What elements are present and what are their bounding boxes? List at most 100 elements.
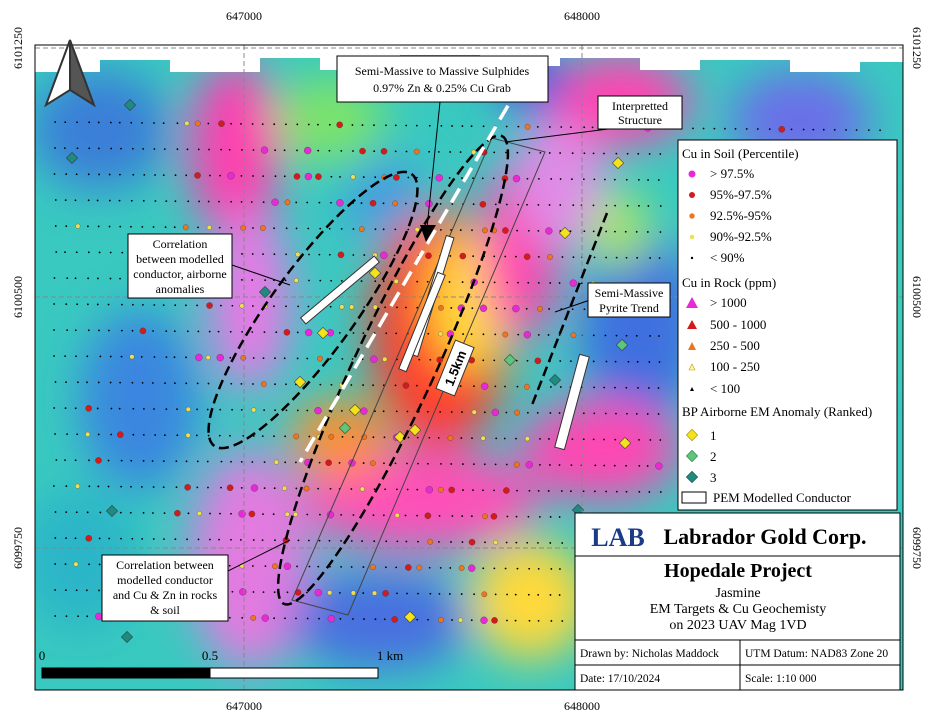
sample-point xyxy=(558,516,561,518)
sample-point xyxy=(549,386,552,388)
sample-point xyxy=(545,227,553,235)
sample-point xyxy=(462,489,464,491)
sample-point xyxy=(186,538,188,541)
sample-point xyxy=(472,255,475,258)
sample-point xyxy=(558,282,561,284)
sample-point xyxy=(229,330,232,333)
sample-point xyxy=(561,620,564,622)
sample-point xyxy=(327,590,333,596)
sample-point xyxy=(659,205,662,207)
sample-point xyxy=(605,490,608,493)
sample-point xyxy=(516,489,518,492)
scale-text: Scale: 1:10 000 xyxy=(745,673,817,685)
sample-point xyxy=(648,153,651,155)
sample-point xyxy=(592,334,595,337)
sample-point xyxy=(438,514,441,517)
sample-point xyxy=(240,200,243,203)
sample-point xyxy=(352,332,355,334)
sample-point xyxy=(220,148,223,151)
sample-point xyxy=(330,175,333,178)
sample-point xyxy=(494,333,497,336)
sample-point xyxy=(559,152,562,154)
sample-point xyxy=(329,305,332,308)
sample-point xyxy=(248,510,256,518)
sample-point xyxy=(77,381,79,384)
sample-point xyxy=(558,594,561,596)
sample-point xyxy=(702,127,705,130)
sample-point xyxy=(493,151,496,154)
sample-point xyxy=(187,200,190,203)
sample-point xyxy=(536,411,539,414)
sample-point xyxy=(482,359,485,362)
sample-point xyxy=(230,226,233,229)
sample-point xyxy=(549,282,552,284)
sample-point xyxy=(582,178,585,181)
sample-point xyxy=(330,383,333,386)
sample-point xyxy=(295,227,298,230)
sample-point xyxy=(625,334,628,337)
sample-point xyxy=(152,512,154,514)
sample-point xyxy=(636,360,639,363)
sample-point xyxy=(218,120,225,127)
sample-point xyxy=(66,329,69,332)
sample-point xyxy=(657,387,660,389)
sample-point xyxy=(64,251,66,254)
sample-point xyxy=(252,357,255,359)
sample-point xyxy=(110,147,113,150)
sample-point xyxy=(251,461,254,463)
sample-point xyxy=(415,124,418,127)
sample-point xyxy=(295,487,298,490)
sample-point xyxy=(350,590,356,596)
sample-point xyxy=(638,438,640,441)
sample-point xyxy=(304,172,313,181)
callout-text: Correlation xyxy=(153,237,208,251)
subtitle: Jasmine xyxy=(715,586,760,601)
sample-point xyxy=(97,381,100,384)
sample-point xyxy=(307,539,310,542)
sample-point xyxy=(504,385,506,388)
sample-point xyxy=(131,147,134,150)
sample-point xyxy=(527,229,530,232)
sample-point xyxy=(505,151,507,154)
sample-point xyxy=(724,127,726,130)
em-anomaly xyxy=(403,610,417,624)
sample-point xyxy=(76,147,79,150)
legend-label: 2 xyxy=(710,449,717,464)
sample-point xyxy=(614,360,617,363)
sample-point xyxy=(96,303,99,306)
sample-point xyxy=(468,538,476,546)
callout-text: & soil xyxy=(150,603,180,617)
sample-point xyxy=(109,121,112,124)
sample-point xyxy=(53,173,56,175)
sample-point xyxy=(182,224,189,231)
sample-point xyxy=(461,125,464,127)
sample-point xyxy=(570,332,577,339)
sample-point xyxy=(451,515,454,517)
sample-point xyxy=(209,512,211,515)
sample-point xyxy=(655,462,663,470)
sample-point xyxy=(550,568,553,570)
sample-point xyxy=(516,229,519,232)
sample-point xyxy=(110,433,113,436)
sample-point xyxy=(448,177,451,179)
sample-point xyxy=(141,303,144,306)
sample-point xyxy=(328,227,331,230)
sample-point xyxy=(152,538,155,540)
sample-point xyxy=(285,383,287,386)
sample-point xyxy=(646,231,649,233)
sample-point xyxy=(426,462,429,465)
sample-point xyxy=(240,355,247,361)
grid-label: 6099750 xyxy=(910,527,924,569)
sample-point xyxy=(66,433,69,436)
sample-point xyxy=(592,204,595,207)
sample-point xyxy=(537,567,540,570)
grid-label: 6101250 xyxy=(11,27,25,69)
sample-point xyxy=(502,331,509,338)
sample-point xyxy=(65,615,68,618)
sample-point xyxy=(86,355,89,358)
sample-point xyxy=(284,199,291,206)
sample-point xyxy=(239,588,247,596)
sample-point xyxy=(391,616,398,623)
sample-point xyxy=(349,304,355,310)
